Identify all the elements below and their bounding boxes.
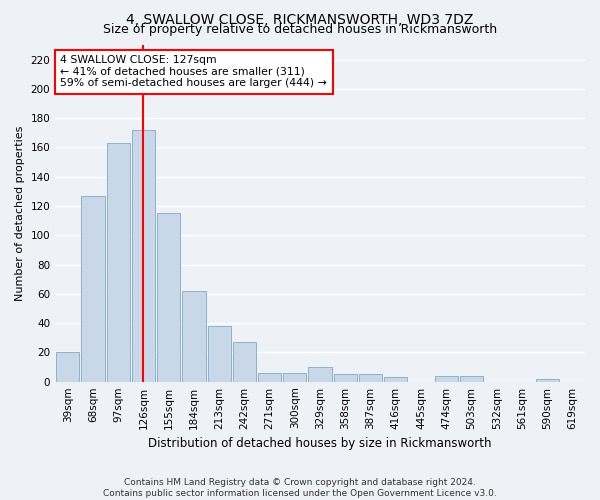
- Bar: [233, 342, 256, 382]
- Bar: [182, 291, 206, 382]
- Bar: [308, 367, 332, 382]
- X-axis label: Distribution of detached houses by size in Rickmansworth: Distribution of detached houses by size …: [148, 437, 492, 450]
- Bar: [82, 196, 104, 382]
- Bar: [334, 374, 357, 382]
- Text: Size of property relative to detached houses in Rickmansworth: Size of property relative to detached ho…: [103, 22, 497, 36]
- Bar: [283, 373, 307, 382]
- Text: Contains HM Land Registry data © Crown copyright and database right 2024.
Contai: Contains HM Land Registry data © Crown c…: [103, 478, 497, 498]
- Bar: [460, 376, 483, 382]
- Bar: [258, 373, 281, 382]
- Bar: [208, 326, 231, 382]
- Text: 4, SWALLOW CLOSE, RICKMANSWORTH, WD3 7DZ: 4, SWALLOW CLOSE, RICKMANSWORTH, WD3 7DZ: [127, 12, 473, 26]
- Bar: [359, 374, 382, 382]
- Bar: [107, 143, 130, 382]
- Bar: [56, 352, 79, 382]
- Bar: [384, 378, 407, 382]
- Text: 4 SWALLOW CLOSE: 127sqm
← 41% of detached houses are smaller (311)
59% of semi-d: 4 SWALLOW CLOSE: 127sqm ← 41% of detache…: [61, 55, 327, 88]
- Y-axis label: Number of detached properties: Number of detached properties: [15, 126, 25, 301]
- Bar: [536, 379, 559, 382]
- Bar: [132, 130, 155, 382]
- Bar: [157, 214, 181, 382]
- Bar: [434, 376, 458, 382]
